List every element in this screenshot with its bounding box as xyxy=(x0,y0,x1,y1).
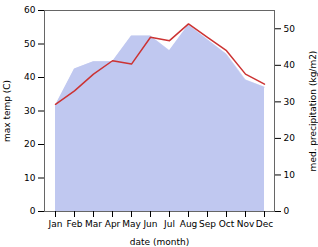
svg-text:Jun: Jun xyxy=(142,219,157,229)
svg-text:Mar: Mar xyxy=(85,219,102,229)
svg-text:Oct: Oct xyxy=(219,219,235,229)
svg-text:10: 10 xyxy=(24,173,36,183)
svg-text:Dec: Dec xyxy=(256,219,273,229)
svg-text:med. precipitation (kg/m2): med. precipitation (kg/m2) xyxy=(308,51,318,172)
svg-text:Apr: Apr xyxy=(105,219,121,229)
svg-text:Jul: Jul xyxy=(163,219,175,229)
svg-text:20: 20 xyxy=(284,133,296,143)
svg-text:Aug: Aug xyxy=(180,219,198,229)
svg-text:40: 40 xyxy=(284,60,296,70)
svg-text:50: 50 xyxy=(284,24,296,34)
svg-text:30: 30 xyxy=(284,97,296,107)
svg-text:0: 0 xyxy=(30,206,36,216)
svg-text:50: 50 xyxy=(24,39,36,49)
svg-text:20: 20 xyxy=(24,139,36,149)
svg-text:40: 40 xyxy=(24,72,36,82)
svg-text:10: 10 xyxy=(284,170,296,180)
svg-text:Nov: Nov xyxy=(237,219,255,229)
svg-text:Jan: Jan xyxy=(48,219,63,229)
svg-text:max temp (C): max temp (C) xyxy=(2,80,12,142)
svg-text:May: May xyxy=(122,219,141,229)
svg-text:date (month): date (month) xyxy=(130,237,189,247)
svg-text:60: 60 xyxy=(24,5,36,15)
svg-text:Feb: Feb xyxy=(67,219,83,229)
svg-text:0: 0 xyxy=(284,206,290,216)
svg-text:30: 30 xyxy=(24,106,36,116)
svg-text:Sep: Sep xyxy=(199,219,216,229)
